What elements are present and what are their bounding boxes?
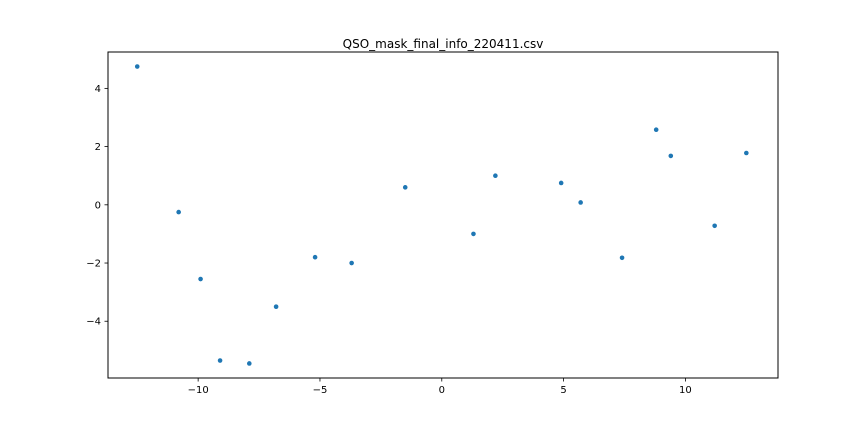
x-axis-ticks: −10 −5 0 5 10 [188,378,692,396]
scatter-point [312,254,318,260]
chart-title: QSO_mask_final_info_220411.csv [343,37,544,51]
y-tick-label: −4 [86,317,101,328]
scatter-point [247,361,252,366]
x-tick-label: 10 [679,385,692,396]
scatter-point [668,153,674,159]
scatter-point [578,200,583,205]
scatter-point [653,127,659,133]
scatter-point [493,173,498,179]
scatter-point [471,231,476,237]
scatter-point [217,358,223,363]
y-tick-label: 2 [95,142,101,153]
scatter-point [744,150,749,156]
scatter-point [273,304,279,309]
scatter-point [712,223,717,229]
x-tick-label: 0 [439,385,445,396]
x-tick-label: −10 [188,385,209,396]
scatter-points [134,64,749,366]
x-tick-label: −5 [313,385,328,396]
scatter-point [176,209,181,215]
y-tick-label: −2 [86,259,101,270]
scatter-point [134,64,140,69]
plot-area-frame [107,51,779,379]
scatter-point [349,260,354,266]
scatter-point [402,185,408,190]
y-tick-label: 4 [95,84,101,95]
y-axis-ticks: −4 −2 0 2 4 [86,84,108,328]
scatter-point [558,180,564,186]
x-tick-label: 5 [560,385,566,396]
scatter-point [198,276,203,282]
scatter-point [619,255,625,261]
y-tick-label: 0 [95,200,101,211]
